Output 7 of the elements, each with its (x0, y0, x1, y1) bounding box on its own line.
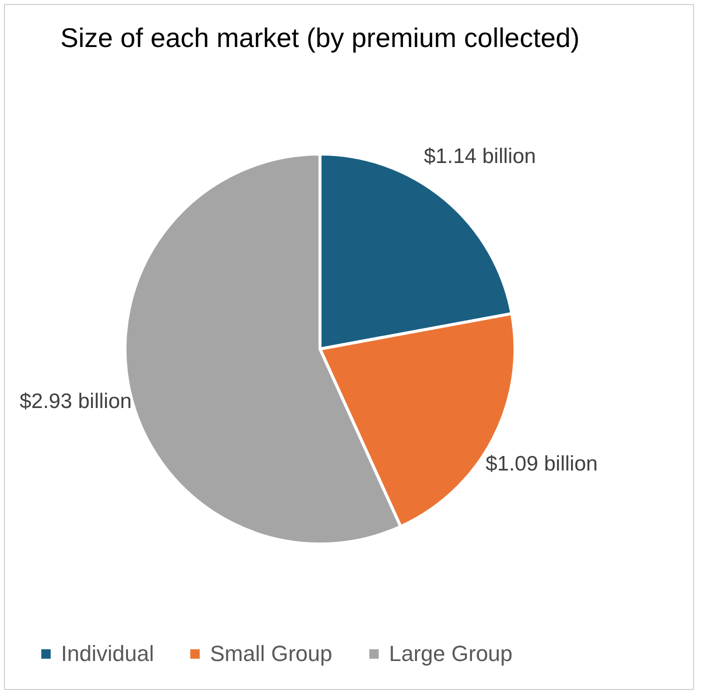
legend-label: Large Group (389, 641, 513, 666)
data-label: $2.93 billion (20, 390, 132, 413)
data-label: $1.09 billion (486, 452, 598, 476)
chart-title: Size of each market (by premium collected) (60, 23, 580, 53)
legend-label: Individual (61, 641, 154, 666)
data-label: $1.14 billion (424, 144, 536, 168)
legend-label: Small Group (210, 641, 332, 666)
